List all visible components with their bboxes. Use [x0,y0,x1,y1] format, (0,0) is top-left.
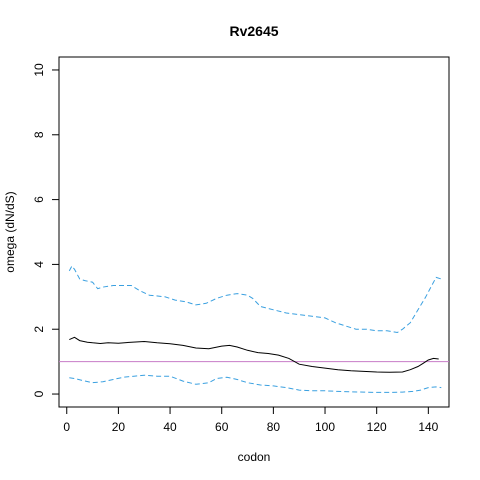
x-tick-label: 80 [267,420,281,434]
chart-title: Rv2645 [229,23,278,39]
y-tick-label: 8 [32,131,46,138]
x-tick-label: 0 [63,420,70,434]
y-axis: 0 2 4 6 8 10 [32,63,60,397]
y-tick-label: 0 [32,390,46,397]
x-tick-label: 140 [418,420,438,434]
plot-frame [58,56,450,408]
series-layer [68,265,442,393]
x-tick-label: 20 [112,420,126,434]
omega-mean-line [69,336,439,373]
x-tick-label: 120 [367,420,387,434]
y-tick-label: 6 [32,196,46,203]
x-axis-label: codon [238,450,271,464]
y-tick-label: 2 [32,326,46,333]
y-tick-label: 10 [32,63,46,77]
x-axis: 0 20 40 60 80 100 120 140 [63,406,439,434]
x-tick-label: 40 [163,420,177,434]
y-tick-label: 4 [32,261,46,268]
omega-upper-bound-line [68,265,442,334]
omega-lower-bound-line [69,374,442,393]
x-tick-label: 60 [215,420,229,434]
y-axis-label: omega (dN/dS) [3,191,17,272]
x-tick-label: 100 [315,420,335,434]
